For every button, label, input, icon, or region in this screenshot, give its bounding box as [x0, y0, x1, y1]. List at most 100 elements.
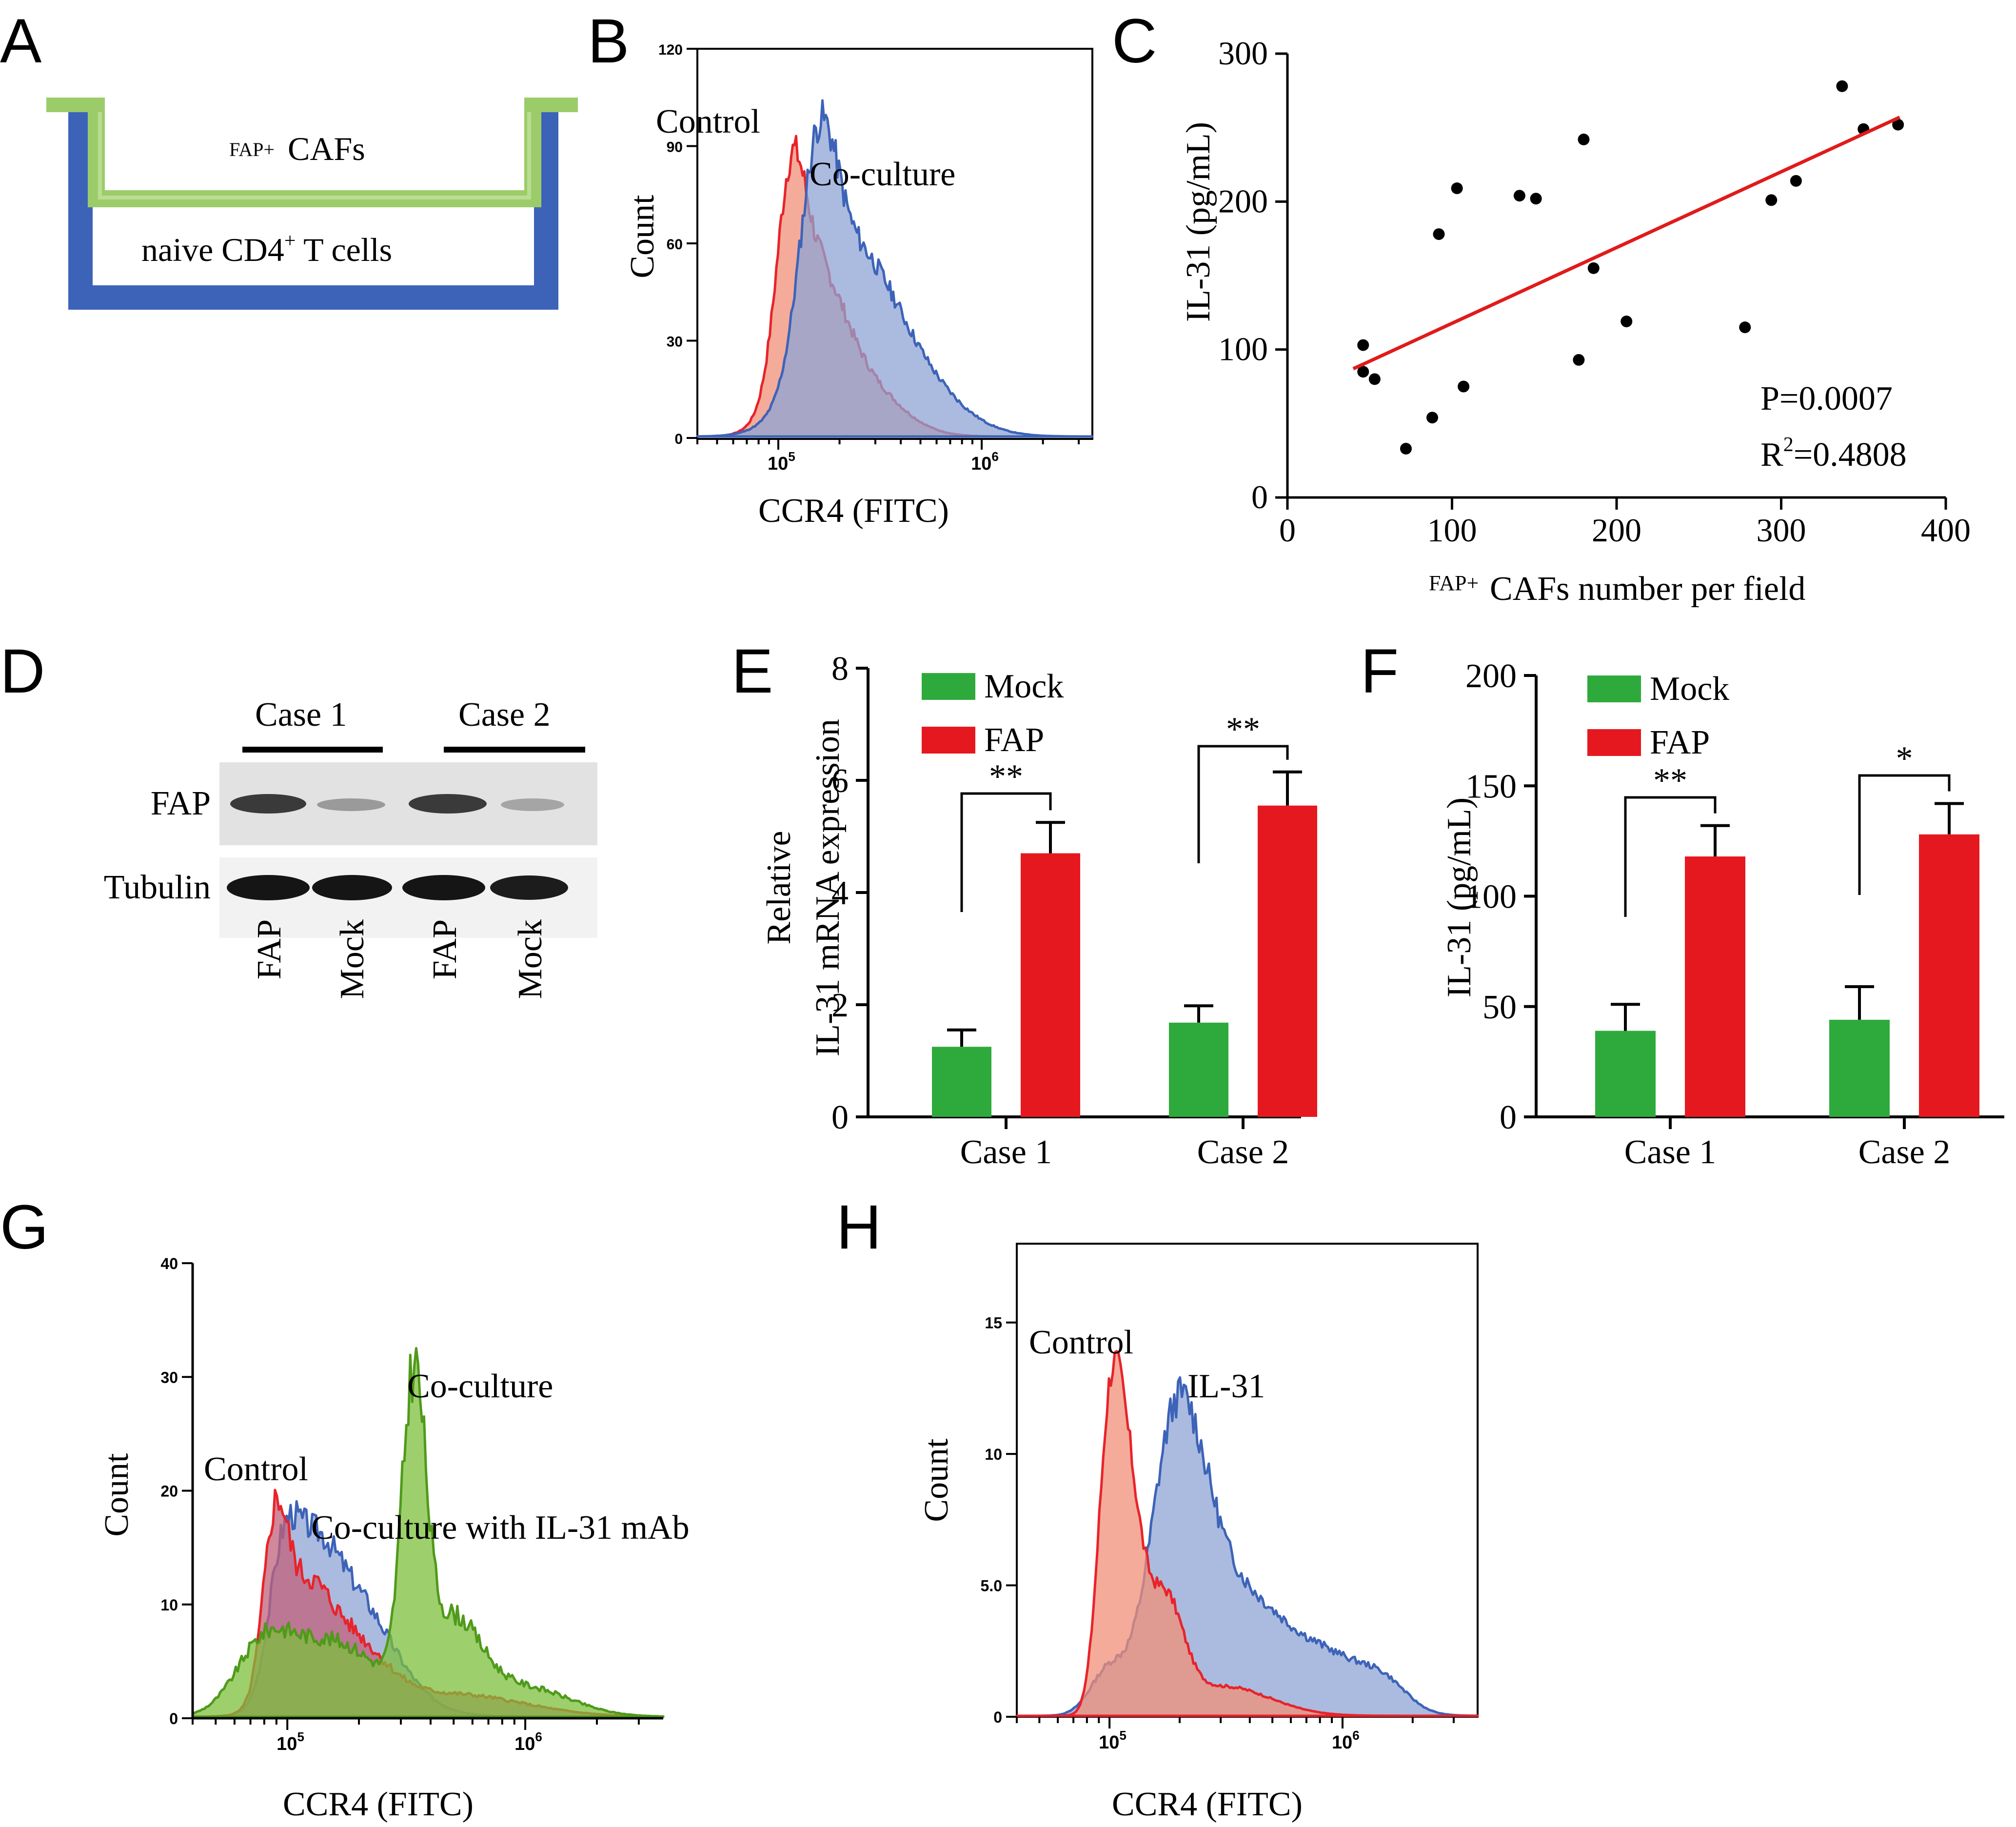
y-tick-label: 200 [1218, 182, 1268, 219]
significance-bracket [1624, 796, 1717, 917]
significance-bracket [1197, 745, 1289, 863]
significance-bracket [1858, 774, 1951, 895]
data-point [1400, 442, 1412, 455]
panel-e-bar-chart: 0 2 4 6 8 ** Case 1 ** Case 2 Mock FAP Relative IL… [760, 650, 1317, 1171]
x-tick-label: Case 1 [960, 1133, 1052, 1171]
significance-bracket [960, 792, 1052, 912]
panel-a-transwell: FAP+ CAFs naive CD4+ T cells [46, 98, 578, 310]
significance-label: ** [1226, 711, 1260, 748]
g-y-tick-label: 10 [160, 1596, 178, 1614]
case1-label: Case 1 [255, 696, 347, 734]
bar-fap [1685, 856, 1745, 1117]
legend-swatch-fap [922, 727, 975, 754]
data-point [1578, 133, 1590, 145]
data-point [1530, 193, 1542, 205]
x-axis-label-sup: FAP+ [1429, 571, 1479, 595]
b-y-tick-label: 60 [667, 237, 683, 253]
data-point [1458, 380, 1470, 393]
data-point [1451, 182, 1463, 195]
legend-mab: Co-culture with IL-31 mAb [311, 1509, 690, 1547]
panel-letter-d: D [0, 636, 45, 706]
band-tubulin-1 [227, 875, 310, 900]
h-y-tick-label: 15 [985, 1314, 1002, 1332]
b-x-tick-label-2: 106 [971, 449, 999, 474]
h-x-tick-label-1: 105 [1099, 1728, 1127, 1753]
y-tick-label: 8 [831, 650, 849, 688]
y-tick-label: 0 [1500, 1099, 1517, 1136]
data-point [1739, 321, 1751, 334]
band-fap-case2-mock [501, 798, 564, 811]
panel-letter-a: A [0, 6, 42, 76]
legend-swatch-mock [922, 673, 975, 700]
bar-plot: 0 2 4 6 8 ** Case 1 ** Case 2 Mock FAP [831, 650, 1317, 1171]
legend-control: Control [656, 103, 760, 140]
y-tick-label: 4 [831, 874, 849, 912]
x-tick-label: 0 [1279, 512, 1296, 549]
y-tick-label: 100 [1465, 878, 1517, 916]
g-y-tick-label: 30 [160, 1369, 178, 1386]
axes: 105 106 0 30 60 90 120 [658, 42, 1080, 474]
curve-control [1015, 1350, 1479, 1717]
g-y-tick-label: 40 [160, 1255, 178, 1272]
data-point [1573, 354, 1585, 366]
x-axis-label: CCR4 (FITC) [283, 1786, 474, 1823]
panel-letter-h: H [836, 1192, 881, 1262]
y-axis-label: Count [624, 195, 661, 278]
histogram-curves [191, 1347, 665, 1718]
data-point [1368, 373, 1381, 385]
data-point [1621, 316, 1633, 328]
y-tick-label: 150 [1465, 768, 1517, 805]
insert-membrane-highlight [98, 112, 531, 199]
legend-swatch-fap [1587, 729, 1641, 756]
band-fap-case2-fap [409, 794, 487, 814]
bar-mock [1169, 1022, 1228, 1117]
data-point [1513, 190, 1525, 202]
data-point [1433, 228, 1445, 240]
data-point [1587, 262, 1600, 274]
x-tick-label: Case 2 [1197, 1133, 1289, 1171]
band-tubulin-2 [312, 875, 392, 900]
legend-label-fap: FAP [984, 721, 1044, 759]
lane-label-1: FAP [251, 919, 288, 979]
x-axis-label: CAFs number per field [1490, 570, 1805, 608]
r2-annotation: R2=0.4808 [1760, 434, 1907, 474]
data-point [1357, 366, 1369, 378]
panel-letter-g: G [0, 1192, 49, 1262]
b-y-tick-label: 90 [667, 139, 683, 156]
panel-d-western-blot: Case 1 Case 2 FAP Tubulin FAP Mock FAP M… [104, 696, 597, 999]
g-y-tick-label: 0 [169, 1710, 178, 1728]
data-point [1790, 175, 1802, 187]
lane-label-3: FAP [426, 919, 464, 979]
panel-letter-c: C [1112, 6, 1157, 76]
x-tick-label: 200 [1592, 512, 1641, 549]
panel-f-bar-chart: 0 50 100 150 200 ** Case 1 * Case 2 Mock FAP IL-31… [1441, 657, 2004, 1171]
x-axis-label: CCR4 (FITC) [758, 492, 949, 530]
x-tick-label: 400 [1921, 512, 1971, 549]
panel-letter-f: F [1361, 636, 1399, 706]
y-tick-label: 2 [831, 987, 849, 1024]
b-y-tick-label: 120 [658, 42, 683, 58]
x-tick-label: 300 [1757, 512, 1806, 549]
significance-label: * [1896, 740, 1913, 777]
panel-b-histogram: 105 106 0 30 60 90 120 Control Co-culture CCR4… [624, 42, 1094, 530]
band-fap-case1-fap [230, 794, 306, 814]
x-tick-label: Case 2 [1858, 1133, 1951, 1171]
curve-coculture [191, 1347, 665, 1718]
bar-mock [1595, 1031, 1656, 1117]
b-y-tick-label: 30 [667, 334, 683, 350]
row-label-tubulin: Tubulin [104, 869, 211, 906]
insert-label: CAFs [288, 130, 365, 167]
h-y-tick-label: 0 [993, 1708, 1002, 1726]
histogram-curves [1015, 1350, 1479, 1717]
panel-h-histogram: 105 106 0 5.0 10 15 Control IL-31 CCR4 (FITC)… [918, 1243, 1479, 1823]
x-axis-label: CCR4 (FITC) [1112, 1786, 1303, 1823]
bar-plot: 0 50 100 150 200 ** Case 1 * Case 2 Mock FAP [1465, 657, 2004, 1171]
band-tubulin-3 [402, 875, 485, 900]
bar-fap [1919, 834, 1979, 1117]
band-fap-case1-mock [317, 798, 385, 811]
y-tick-label: 6 [831, 762, 849, 800]
b-y-tick-label: 0 [674, 431, 683, 447]
data-point [1836, 80, 1848, 92]
significance-label: ** [1653, 762, 1687, 799]
